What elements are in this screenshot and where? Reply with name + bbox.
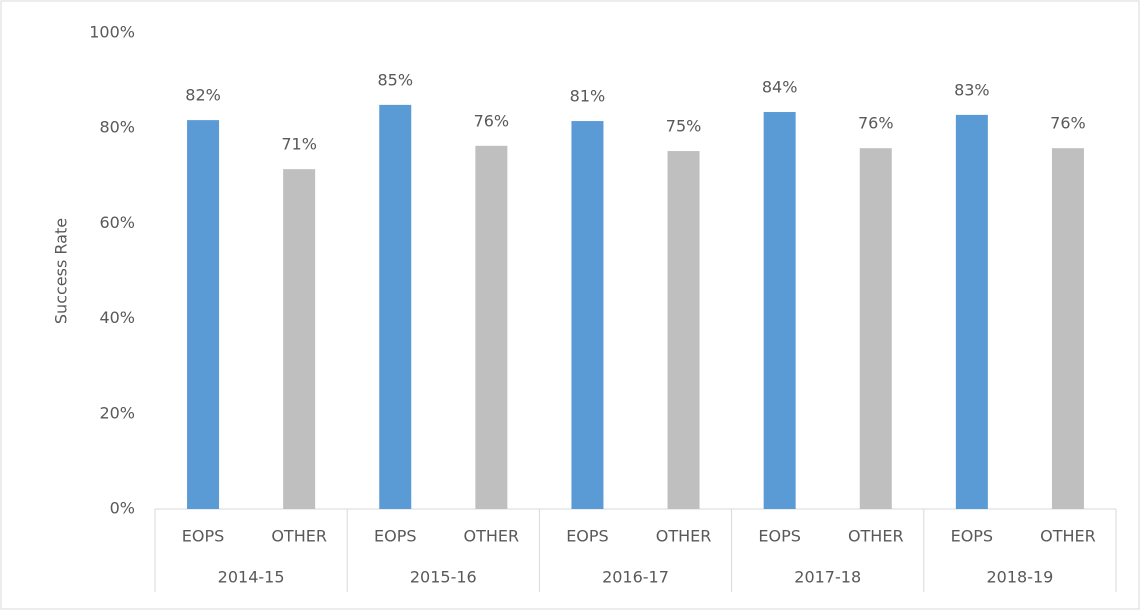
data-label: 84% [762, 78, 798, 97]
x-tick-label: EOPS [182, 527, 225, 546]
bar [379, 104, 412, 509]
data-label: 71% [281, 135, 317, 154]
x-tick-label: OTHER [656, 527, 712, 546]
y-axis-label: Success Rate [52, 218, 71, 324]
bar [859, 148, 892, 509]
group-label: 2018-19 [986, 568, 1053, 587]
data-label: 82% [185, 86, 221, 105]
data-label: 76% [474, 111, 510, 130]
bar [763, 112, 796, 510]
x-tick-label: EOPS [951, 527, 994, 546]
data-label: 76% [1050, 114, 1086, 133]
bar [955, 114, 988, 509]
y-tick-label: 40% [99, 308, 135, 327]
bar [187, 120, 220, 509]
bar [475, 145, 508, 509]
bar [667, 151, 700, 509]
x-tick-label: EOPS [374, 527, 417, 546]
y-tick-label: 0% [110, 499, 135, 518]
data-label: 76% [858, 114, 894, 133]
group-label: 2015-16 [410, 568, 477, 587]
x-tick-label: OTHER [848, 527, 904, 546]
data-label: 85% [377, 70, 413, 89]
group-label: 2014-15 [218, 568, 285, 587]
group-label: 2016-17 [602, 568, 669, 587]
y-tick-label: 60% [99, 213, 135, 232]
bar [283, 169, 316, 510]
x-tick-label: OTHER [464, 527, 520, 546]
y-tick-label: 20% [99, 403, 135, 422]
data-label: 83% [954, 80, 990, 99]
x-tick-label: OTHER [1040, 527, 1096, 546]
data-label: 75% [666, 117, 702, 136]
x-tick-label: EOPS [758, 527, 801, 546]
bar [571, 121, 604, 509]
x-tick-label: EOPS [566, 527, 609, 546]
y-tick-label: 80% [99, 118, 135, 137]
bar [1051, 148, 1084, 509]
y-tick-label: 100% [89, 23, 135, 42]
group-label: 2017-18 [794, 568, 861, 587]
x-tick-label: OTHER [271, 527, 327, 546]
data-label: 81% [570, 87, 606, 106]
